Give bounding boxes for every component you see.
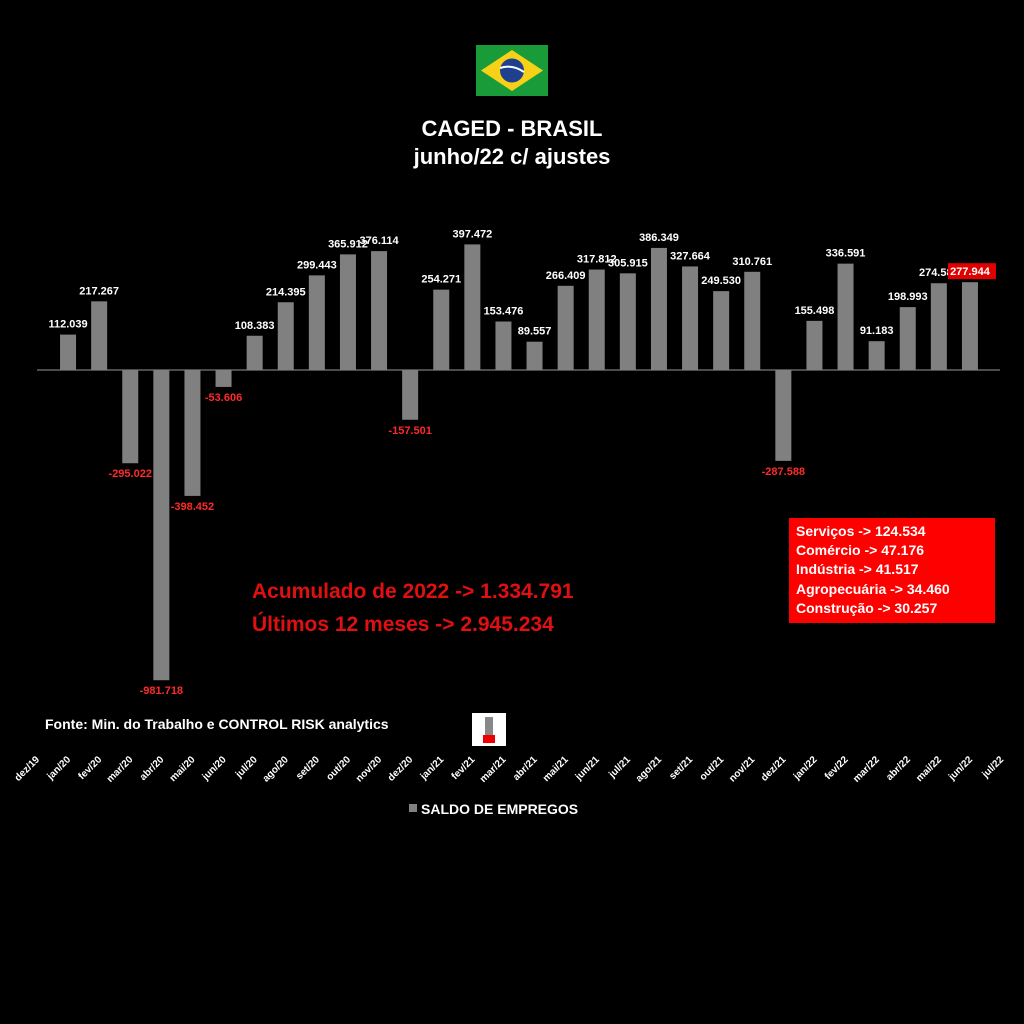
value-label: 317.812 <box>577 254 617 266</box>
value-label: 299.443 <box>297 259 337 271</box>
value-label: 365.912 <box>328 238 368 250</box>
bar <box>184 370 201 496</box>
sector: Indústria -> 41.517 <box>796 561 919 577</box>
bar <box>153 370 170 681</box>
value-label: -157.501 <box>388 425 431 437</box>
bar <box>930 283 947 370</box>
value-label: -398.452 <box>171 501 214 513</box>
value-label: 386.349 <box>639 232 679 244</box>
bar <box>60 334 77 370</box>
bar <box>744 271 761 370</box>
bar <box>588 269 605 370</box>
sector-box <box>789 518 995 623</box>
bar <box>961 282 978 370</box>
bar <box>308 275 325 370</box>
bar <box>837 263 854 370</box>
bar <box>277 302 294 370</box>
value-label: 376.114 <box>359 235 399 247</box>
value-label: -53.606 <box>205 392 242 404</box>
bar <box>557 285 574 370</box>
sector: Agropecuária -> 34.460 <box>796 581 950 597</box>
bar <box>91 301 108 370</box>
bar <box>682 266 699 370</box>
value-label: 91.183 <box>860 325 894 337</box>
legend-swatch <box>409 804 417 812</box>
value-label: 89.557 <box>518 326 552 338</box>
value-label: 336.591 <box>826 248 866 260</box>
value-label: 310.761 <box>732 256 772 268</box>
bar <box>402 370 419 420</box>
bar <box>899 307 916 370</box>
bar <box>464 244 481 370</box>
bar <box>246 335 263 370</box>
bar <box>713 291 730 370</box>
bar <box>526 341 543 370</box>
annotation: Acumulado de 2022 -> 1.334.791 <box>252 580 574 603</box>
bar <box>806 320 823 370</box>
bar <box>433 289 450 370</box>
value-label: 214.395 <box>266 286 306 298</box>
value-label: 112.039 <box>48 319 87 331</box>
bar <box>122 370 139 464</box>
value-label: 249.530 <box>701 275 741 287</box>
bar <box>868 341 885 370</box>
sector: Construção -> 30.257 <box>796 600 937 616</box>
value-label: 277.944 <box>950 266 991 278</box>
bar <box>371 251 388 370</box>
value-label: -287.588 <box>762 466 805 478</box>
value-label: 153.476 <box>484 306 524 318</box>
value-label: 305.915 <box>608 257 648 269</box>
value-label: -295.022 <box>109 468 152 480</box>
source: Fonte: Min. do Trabalho e CONTROL RISK a… <box>45 716 389 732</box>
value-label: -981.718 <box>140 685 183 697</box>
legend-label: SALDO DE EMPREGOS <box>421 801 578 817</box>
label-highlight <box>947 263 996 280</box>
value-label: 155.498 <box>795 305 835 317</box>
sector: Comércio -> 47.176 <box>796 542 924 558</box>
bar <box>775 370 792 461</box>
chart-title: CAGED - BRASIL <box>422 116 603 141</box>
value-label: 327.664 <box>670 250 711 262</box>
sector: Serviços -> 124.534 <box>796 523 926 539</box>
value-label: 198.993 <box>888 291 928 303</box>
bar <box>619 273 636 370</box>
bar <box>495 321 512 370</box>
value-label: 397.472 <box>452 228 492 240</box>
flag <box>476 45 548 96</box>
bar <box>215 370 232 387</box>
value-label: 254.271 <box>421 274 461 286</box>
logo <box>472 713 506 746</box>
value-label: 108.383 <box>235 320 275 332</box>
chart-subtitle: junho/22 c/ ajustes <box>413 144 611 169</box>
value-label: 266.409 <box>546 270 586 282</box>
value-label: 217.267 <box>79 285 119 297</box>
bar <box>339 254 356 370</box>
annotation: Últimos 12 meses -> 2.945.234 <box>252 612 554 636</box>
bar <box>650 247 667 370</box>
